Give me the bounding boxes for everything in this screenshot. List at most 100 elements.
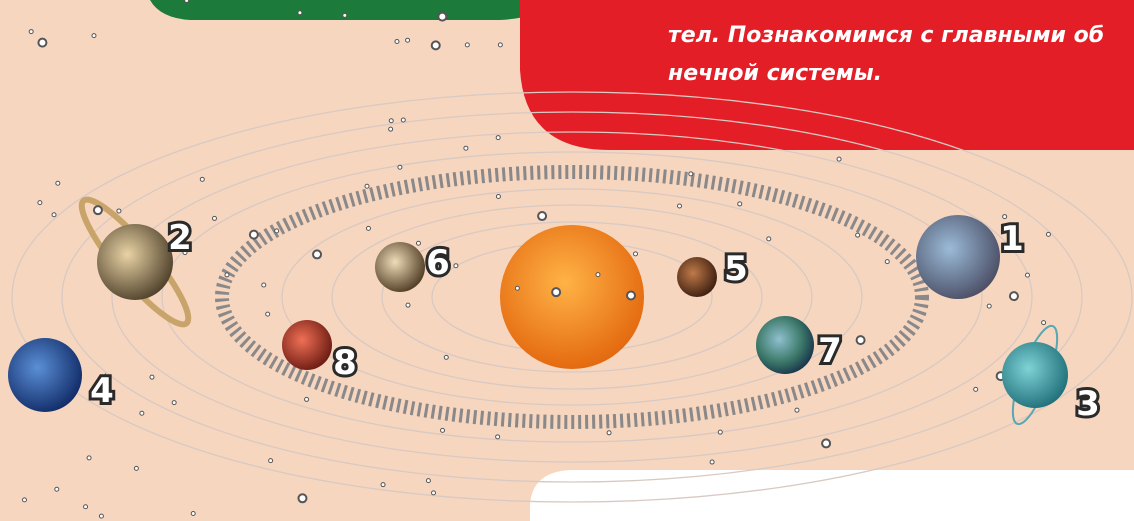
star	[224, 272, 230, 278]
star	[388, 118, 394, 124]
star	[1041, 320, 1047, 326]
planet	[97, 224, 173, 300]
star	[397, 164, 403, 170]
star	[464, 42, 470, 48]
star	[92, 205, 103, 216]
planet-number: 2	[168, 218, 192, 258]
star	[463, 145, 469, 151]
star	[139, 410, 145, 416]
star	[211, 215, 217, 221]
star	[28, 29, 34, 35]
star	[182, 250, 188, 256]
planet	[677, 257, 717, 297]
star	[884, 259, 890, 265]
star	[405, 302, 411, 308]
star	[171, 400, 177, 406]
caption-line: нечной системы.	[668, 61, 882, 86]
star	[1002, 214, 1008, 220]
planet-number: 6	[426, 243, 450, 283]
planet-number: 7	[818, 331, 842, 371]
star	[265, 311, 271, 317]
star	[190, 511, 196, 517]
star	[1045, 231, 1051, 237]
planet-number: 5	[724, 249, 748, 289]
star	[415, 240, 421, 246]
star	[312, 249, 323, 260]
star	[855, 232, 861, 238]
star	[21, 497, 27, 503]
star	[676, 203, 682, 209]
star	[83, 504, 89, 510]
planets: 1 2 3 4 5 6 7 8	[8, 215, 1103, 427]
star	[537, 211, 548, 222]
star	[304, 396, 310, 402]
red-caption-box	[520, 0, 1134, 150]
planet	[1002, 342, 1068, 408]
star	[495, 434, 501, 440]
planet	[916, 215, 1000, 299]
star	[365, 225, 371, 231]
star	[440, 427, 446, 433]
star	[551, 287, 562, 298]
star	[430, 40, 441, 51]
star	[495, 194, 501, 200]
star	[794, 407, 800, 413]
planet-number: 4	[90, 371, 114, 411]
star	[431, 490, 437, 496]
sun	[500, 225, 644, 369]
star	[133, 465, 139, 471]
star	[595, 272, 601, 278]
star	[717, 429, 723, 435]
white-panel	[530, 470, 1134, 521]
star	[632, 251, 638, 257]
star	[388, 126, 394, 132]
star	[405, 37, 411, 43]
star	[364, 183, 370, 189]
star	[86, 455, 92, 461]
star	[855, 335, 866, 346]
star	[497, 42, 503, 48]
star	[443, 354, 449, 360]
star	[98, 513, 104, 519]
star	[248, 229, 259, 240]
star	[297, 493, 308, 504]
star	[821, 438, 832, 449]
green-banner	[150, 0, 560, 20]
star	[184, 0, 190, 3]
star	[400, 117, 406, 123]
star	[453, 263, 459, 269]
star	[836, 156, 842, 162]
star	[37, 200, 43, 206]
planet-number: 3	[1076, 384, 1100, 424]
star	[261, 282, 267, 288]
star	[514, 285, 520, 291]
star	[91, 33, 97, 39]
star	[149, 374, 155, 380]
planet	[8, 338, 82, 412]
star	[274, 228, 280, 234]
caption-line: тел. Познакомимся с главными об	[668, 23, 1104, 48]
star	[688, 171, 694, 177]
star	[268, 458, 274, 464]
star	[37, 37, 48, 48]
star	[766, 236, 772, 242]
star	[116, 208, 122, 214]
star	[986, 303, 992, 309]
star	[394, 38, 400, 44]
star	[342, 12, 348, 18]
star	[495, 135, 501, 141]
star	[425, 478, 431, 484]
star	[297, 10, 303, 16]
planet-number: 1	[1000, 219, 1024, 259]
star	[380, 482, 386, 488]
planet	[282, 320, 332, 370]
planet	[756, 316, 814, 374]
star	[54, 486, 60, 492]
star	[437, 11, 448, 22]
star	[709, 459, 715, 465]
star	[737, 201, 743, 207]
planet	[375, 242, 425, 292]
star	[1008, 291, 1019, 302]
star	[625, 290, 636, 301]
